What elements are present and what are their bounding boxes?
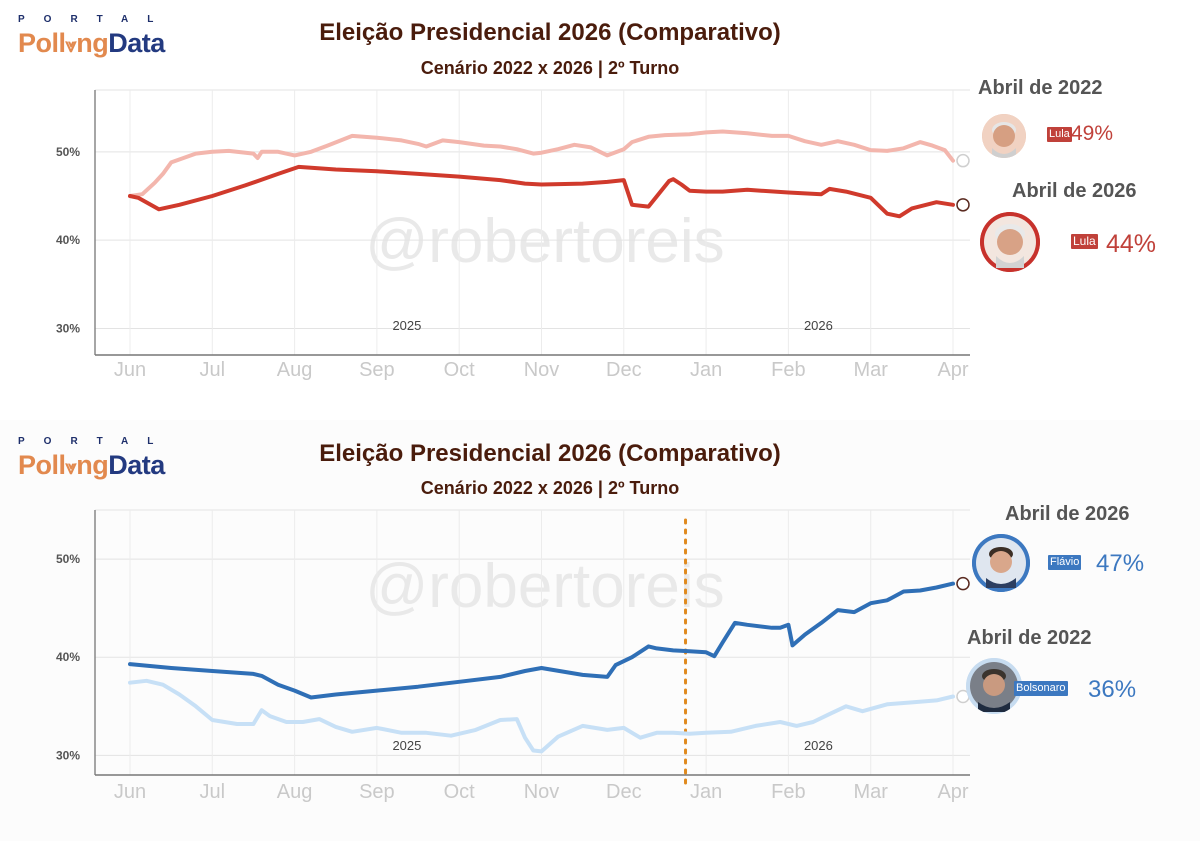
x-tick-label: Nov bbox=[524, 359, 560, 381]
x-tick-label: Apr bbox=[937, 781, 968, 803]
lula-2026-badge: Lula bbox=[1071, 234, 1098, 249]
y-tick-label: 40% bbox=[56, 233, 80, 247]
line-chart-flavio-bolsonaro: @robertoreis 30% 40% 50% Jun Jul Aug Sep Oct Nov D… bbox=[56, 509, 970, 803]
lula-2022-value: 49% bbox=[1071, 122, 1114, 145]
chart-title: Eleição Presidencial 2026 (Comparativo) bbox=[319, 440, 781, 467]
logo-portal-text: PORTAL bbox=[18, 436, 173, 447]
bolsonaro-photo-icon bbox=[966, 658, 1022, 714]
lula-2022-badge: Lula bbox=[1047, 127, 1072, 142]
y-tick-label: 50% bbox=[56, 552, 80, 566]
x-tick-label: Apr bbox=[937, 359, 968, 381]
flavio-value: 47% bbox=[1096, 550, 1145, 577]
x-tick-label: Jun bbox=[114, 781, 146, 803]
x-tick-label: Jul bbox=[200, 359, 226, 381]
lula-2026-value: 44% bbox=[1106, 230, 1157, 258]
year-label: 2026 bbox=[804, 318, 833, 333]
chart-subtitle: Cenário 2022 x 2026 | 2º Turno bbox=[420, 58, 680, 78]
x-tick-label: Oct bbox=[444, 359, 476, 381]
annotation-heading-2022: Abril de 2022 bbox=[967, 627, 1092, 649]
logo-wave-icon: ⩔ bbox=[65, 457, 77, 479]
x-tick-label: Oct bbox=[444, 781, 476, 803]
x-tick-label: Mar bbox=[853, 781, 888, 803]
portal-polling-data-logo: PORTAL Poll⩔ngData bbox=[18, 436, 172, 483]
annotation-heading-2026: Abril de 2026 bbox=[1005, 503, 1130, 525]
x-tick-label: Aug bbox=[277, 359, 313, 381]
lula-photo-icon bbox=[980, 212, 1040, 272]
x-tick-label: Feb bbox=[771, 781, 805, 803]
logo-name: Poll⩔ngData bbox=[18, 28, 165, 58]
x-tick-label: Jan bbox=[690, 781, 722, 803]
series-end-marker bbox=[956, 576, 970, 591]
x-tick-label: Sep bbox=[359, 359, 395, 381]
flavio-badge: Flávio bbox=[1048, 555, 1082, 570]
series-line-abril-de-2026 bbox=[128, 581, 955, 700]
chart-panel-top: PORTAL Poll⩔ngData Eleição Presidencial … bbox=[0, 0, 1200, 420]
watermark-text: @robertoreis bbox=[365, 552, 724, 621]
series-line-abril-de-2026 bbox=[128, 164, 955, 219]
portal-polling-data-logo: PORTAL Poll⩔ngData bbox=[18, 14, 172, 61]
series-end-marker bbox=[956, 198, 970, 212]
series-line-abril-de-2022 bbox=[128, 129, 955, 198]
y-tick-label: 30% bbox=[56, 748, 80, 762]
lula-photo-icon bbox=[982, 114, 1026, 158]
x-tick-label: Mar bbox=[853, 359, 888, 381]
line-chart-lula: @robertoreis 30% 40% 50% Jun Jul Aug Sep Oct Nov D… bbox=[56, 89, 970, 381]
chart-panel-bottom: PORTAL Poll⩔ngData Eleição Presidencial … bbox=[0, 420, 1200, 841]
watermark-text: @robertoreis bbox=[365, 207, 724, 276]
x-tick-label: Nov bbox=[524, 781, 560, 803]
flavio-photo-icon bbox=[972, 534, 1030, 592]
year-label: 2025 bbox=[392, 738, 421, 753]
series-line-abril-de-2022 bbox=[128, 678, 955, 754]
x-tick-label: Jun bbox=[114, 359, 146, 381]
series-end-marker bbox=[956, 153, 970, 168]
y-tick-label: 50% bbox=[56, 145, 80, 159]
chart-title: Eleição Presidencial 2026 (Comparativo) bbox=[319, 19, 781, 46]
year-label: 2025 bbox=[392, 318, 421, 333]
logo-wave-icon: ⩔ bbox=[65, 35, 77, 57]
y-tick-label: 40% bbox=[56, 650, 80, 664]
y-tick-label: 30% bbox=[56, 322, 80, 336]
x-tick-label: Jul bbox=[200, 781, 226, 803]
x-tick-label: Dec bbox=[606, 359, 642, 381]
year-label: 2026 bbox=[804, 738, 833, 753]
x-tick-label: Sep bbox=[359, 781, 395, 803]
logo-portal-text: PORTAL bbox=[18, 14, 173, 25]
logo-name: Poll⩔ngData bbox=[18, 450, 165, 480]
x-tick-label: Dec bbox=[606, 781, 642, 803]
x-tick-label: Jan bbox=[690, 359, 722, 381]
bolsonaro-badge: Bolsonaro bbox=[1014, 681, 1068, 696]
x-tick-label: Aug bbox=[277, 781, 313, 803]
bolsonaro-value: 36% bbox=[1088, 676, 1137, 703]
annotation-heading-2022: Abril de 2022 bbox=[978, 77, 1103, 99]
annotation-heading-2026: Abril de 2026 bbox=[1012, 180, 1137, 202]
chart-subtitle: Cenário 2022 x 2026 | 2º Turno bbox=[420, 478, 680, 498]
x-tick-label: Feb bbox=[771, 359, 805, 381]
